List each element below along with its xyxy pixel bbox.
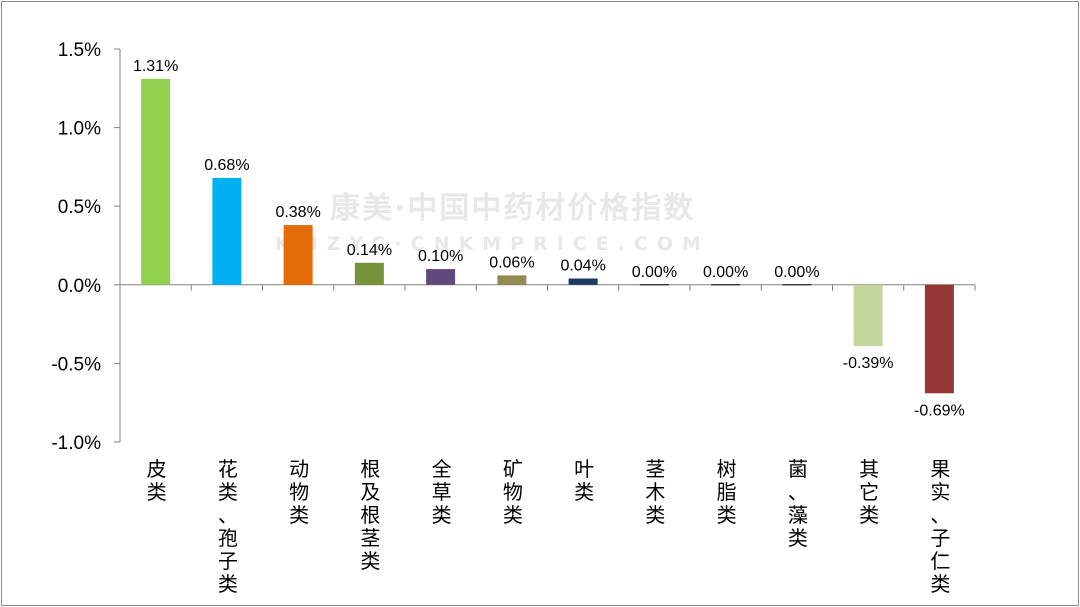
data-label: 0.00% — [774, 264, 819, 281]
data-label: 0.00% — [632, 264, 677, 281]
bars — [141, 78, 954, 394]
category-label: 果实、子仁类 — [930, 457, 950, 596]
bar — [283, 225, 313, 285]
category-label: 全草类 — [432, 457, 452, 527]
category-label: 根及根茎类 — [360, 457, 380, 573]
bar — [639, 284, 669, 286]
category-labels: 皮类 花类、孢子类 动物类 根及根茎类 全草类 矿物类 叶类 茎木类 树脂类 菌、藻类 其它类 果实、… — [147, 457, 951, 596]
data-label: 0.00% — [703, 264, 748, 281]
category-label: 其它类 — [859, 457, 879, 527]
category-label: 菌、藻类 — [788, 457, 808, 550]
data-label: 0.06% — [489, 254, 534, 271]
y-tick-label: -0.5% — [51, 354, 101, 375]
data-label: 0.14% — [347, 242, 392, 259]
data-label: -0.69% — [914, 402, 965, 419]
y-tick-label: 1.0% — [58, 119, 101, 140]
data-label: -0.39% — [843, 355, 894, 372]
watermark-line2: KMZYC·CNKMPRICE.COM — [275, 233, 710, 255]
axes: 1.5% 1.0% 0.5% 0.0% -0.5% -1.0% — [51, 40, 976, 454]
category-label: 树脂类 — [717, 457, 737, 527]
category-label: 矿物类 — [503, 457, 523, 527]
category-label: 皮类 — [147, 457, 167, 504]
bar — [924, 284, 954, 394]
bar — [782, 284, 812, 286]
bar — [568, 278, 598, 285]
bar — [354, 262, 384, 285]
bar — [212, 177, 242, 285]
category-label: 动物类 — [289, 457, 309, 527]
bar — [497, 275, 527, 285]
data-labels: 1.31% 0.68% 0.38% 0.14% 0.10% 0.06% 0.04% 0.00%… — [133, 58, 965, 419]
bar — [711, 284, 741, 286]
y-tick-label: 0.0% — [58, 276, 101, 297]
data-label: 0.38% — [275, 204, 320, 221]
y-tick-label: 0.5% — [58, 197, 101, 218]
bar — [141, 78, 171, 285]
y-tick-label: -1.0% — [51, 433, 101, 454]
category-label: 叶类 — [574, 457, 594, 504]
y-tick-label: 1.5% — [58, 40, 101, 61]
bar — [853, 284, 883, 347]
watermark: 康美·中国中药材价格指数 KMZYC·CNKMPRICE.COM — [275, 191, 710, 255]
data-label: 1.31% — [133, 58, 178, 75]
category-label: 茎木类 — [645, 457, 665, 527]
data-label: 0.10% — [418, 248, 463, 265]
data-label: 0.04% — [560, 258, 605, 275]
watermark-line1: 康美·中国中药材价格指数 — [330, 191, 695, 226]
data-label: 0.68% — [204, 157, 249, 174]
bar — [426, 269, 456, 285]
category-label: 花类、孢子类 — [218, 457, 238, 596]
